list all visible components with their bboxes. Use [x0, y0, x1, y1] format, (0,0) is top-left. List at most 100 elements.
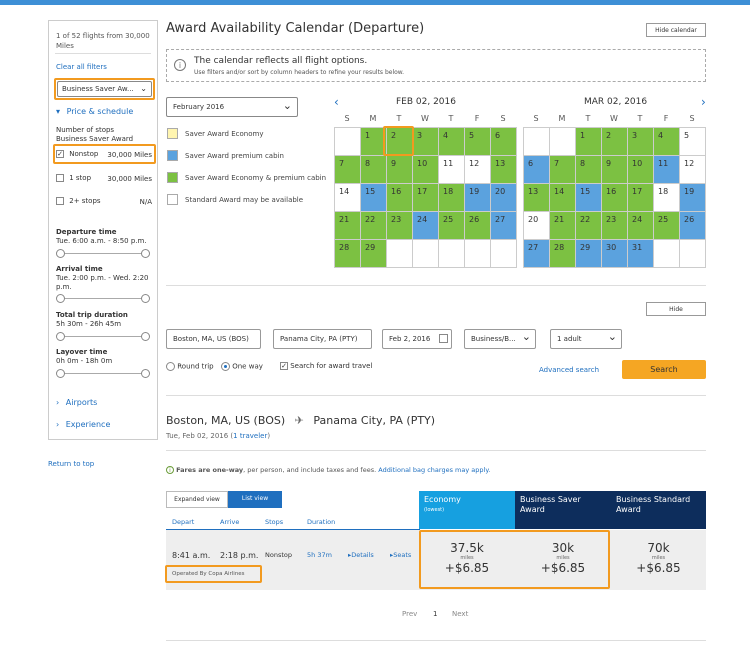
to-input[interactable]: Panama City, PA (PTY): [273, 329, 372, 349]
calendar-day[interactable]: 25: [654, 212, 679, 239]
hide-calendar-button[interactable]: Hide calendar: [646, 23, 706, 37]
one-way-option[interactable]: One way: [221, 362, 263, 371]
calendar-day[interactable]: 12: [465, 156, 490, 183]
radio-selected-icon[interactable]: [221, 362, 230, 371]
calendar-day[interactable]: 19: [465, 184, 490, 211]
pager-next[interactable]: Next: [452, 610, 469, 618]
calendar-day[interactable]: 27: [524, 240, 549, 267]
calendar-day[interactable]: 9: [387, 156, 412, 183]
slider-handle[interactable]: [56, 249, 65, 258]
calendar-day[interactable]: 18: [439, 184, 464, 211]
airports-toggle[interactable]: › Airports: [56, 398, 97, 407]
clear-filters-link[interactable]: Clear all filters: [56, 63, 107, 71]
date-input[interactable]: Feb 2, 2016: [382, 329, 452, 349]
slider-handle[interactable]: [56, 332, 65, 341]
calendar-day[interactable]: 11: [654, 156, 679, 183]
calendar-day[interactable]: 1: [576, 128, 601, 155]
calendar-day[interactable]: 20: [491, 184, 516, 211]
slider-handle[interactable]: [141, 249, 150, 258]
stop-option-nonstop[interactable]: ✓ Nonstop 30,000 Miles: [56, 150, 152, 159]
hide-search-button[interactable]: Hide: [646, 302, 706, 316]
fare-type-select[interactable]: Business Saver Aw... ⌄: [57, 81, 152, 97]
calendar-day[interactable]: 5: [465, 128, 490, 155]
round-trip-option[interactable]: Round trip: [166, 362, 214, 371]
award-travel-option[interactable]: ✓ Search for award travel: [280, 362, 372, 370]
calendar-day[interactable]: 2: [602, 128, 627, 155]
calendar-day[interactable]: 10: [628, 156, 653, 183]
calendar-day[interactable]: 28: [550, 240, 575, 267]
price-business-saver[interactable]: 30k miles +$6.85: [515, 541, 611, 575]
arrival-time-slider[interactable]: [56, 294, 150, 303]
calendar-day[interactable]: 29: [576, 240, 601, 267]
calendar-day[interactable]: 8: [361, 156, 386, 183]
checkbox-checked-icon[interactable]: ✓: [280, 362, 288, 370]
calendar-day[interactable]: 22: [361, 212, 386, 239]
flight-row[interactable]: [166, 530, 706, 590]
calendar-day[interactable]: 24: [628, 212, 653, 239]
calendar-day[interactable]: 31: [628, 240, 653, 267]
calendar-day[interactable]: 3: [413, 128, 438, 155]
calendar-day[interactable]: 5: [680, 128, 705, 155]
calendar-day[interactable]: 14: [550, 184, 575, 211]
slider-handle[interactable]: [141, 332, 150, 341]
travelers-select[interactable]: 1 adult ⌄: [550, 329, 622, 349]
slider-handle[interactable]: [56, 294, 65, 303]
from-input[interactable]: Boston, MA, US (BOS): [166, 329, 261, 349]
calendar-day[interactable]: 23: [387, 212, 412, 239]
next-month-arrow-icon[interactable]: ›: [701, 95, 706, 109]
cabin-select[interactable]: Business/B... ⌄: [464, 329, 536, 349]
calendar-day[interactable]: 13: [491, 156, 516, 183]
calendar-day[interactable]: 15: [576, 184, 601, 211]
col-economy[interactable]: Economy (lowest): [419, 491, 515, 529]
calendar-day[interactable]: 13: [524, 184, 549, 211]
calendar-day[interactable]: 6: [491, 128, 516, 155]
calendar-day[interactable]: 22: [576, 212, 601, 239]
calendar-day[interactable]: 3: [628, 128, 653, 155]
calendar-day[interactable]: 7: [550, 156, 575, 183]
layover-slider[interactable]: [56, 369, 150, 378]
stop-option-1-stop[interactable]: 1 stop 30,000 Miles: [56, 174, 152, 183]
col-arrive[interactable]: Arrive: [220, 518, 240, 526]
bag-charges-link[interactable]: Additional bag charges may apply.: [378, 466, 491, 474]
calendar-day[interactable]: 26: [680, 212, 705, 239]
month-select[interactable]: February 2016 ⌄: [166, 97, 298, 117]
calendar-day[interactable]: 10: [413, 156, 438, 183]
return-to-top-link[interactable]: Return to top: [48, 460, 95, 468]
calendar-day[interactable]: 4: [654, 128, 679, 155]
seats-link[interactable]: ▸Seats: [390, 551, 411, 559]
calendar-day[interactable]: 21: [335, 212, 360, 239]
calendar-day[interactable]: 26: [465, 212, 490, 239]
col-business-saver[interactable]: Business Saver Award: [515, 491, 611, 529]
calendar-day[interactable]: 8: [576, 156, 601, 183]
calendar-day[interactable]: 27: [491, 212, 516, 239]
price-economy[interactable]: 37.5k miles +$6.85: [419, 541, 515, 575]
price-schedule-toggle[interactable]: ▾ Price & schedule: [56, 107, 133, 116]
col-depart[interactable]: Depart: [172, 518, 195, 526]
calendar-day[interactable]: 28: [335, 240, 360, 267]
calendar-day[interactable]: 7: [335, 156, 360, 183]
calendar-day[interactable]: 9: [602, 156, 627, 183]
flight-duration[interactable]: 5h 37m: [307, 551, 332, 559]
search-button[interactable]: Search: [622, 360, 706, 379]
calendar-day[interactable]: 11: [439, 156, 464, 183]
calendar-day[interactable]: 24: [413, 212, 438, 239]
trip-duration-slider[interactable]: [56, 332, 150, 341]
checkbox-checked-icon[interactable]: ✓: [56, 150, 64, 158]
calendar-day[interactable]: 19: [680, 184, 705, 211]
experience-toggle[interactable]: › Experience: [56, 420, 110, 429]
calendar-day[interactable]: 2: [387, 128, 412, 155]
departure-time-slider[interactable]: [56, 249, 150, 258]
stop-option-2-plus[interactable]: 2+ stops N/A: [56, 197, 152, 206]
pager-prev[interactable]: Prev: [402, 610, 418, 618]
tab-expanded-view[interactable]: Expanded view: [166, 491, 228, 508]
calendar-day[interactable]: 1: [361, 128, 386, 155]
radio-icon[interactable]: [166, 362, 175, 371]
calendar-day[interactable]: 6: [524, 156, 549, 183]
calendar-day[interactable]: 15: [361, 184, 386, 211]
calendar-day[interactable]: 17: [413, 184, 438, 211]
calendar-day[interactable]: 16: [387, 184, 412, 211]
calendar-day[interactable]: 17: [628, 184, 653, 211]
calendar-day[interactable]: 25: [439, 212, 464, 239]
col-stops[interactable]: Stops: [265, 518, 284, 526]
tab-list-view[interactable]: List view: [228, 491, 282, 508]
